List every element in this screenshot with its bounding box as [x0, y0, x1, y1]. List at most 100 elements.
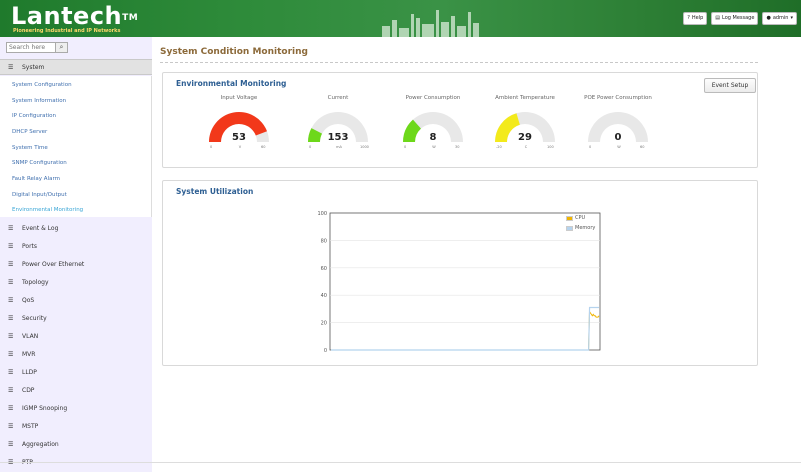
gauge-dial	[308, 112, 368, 142]
gauge-fill	[495, 113, 520, 142]
submenu-dhcp-server[interactable]: DHCP Server	[12, 129, 48, 135]
y-tick-label: 80	[321, 238, 327, 244]
submenu-ip-configuration[interactable]: IP Configuration	[12, 113, 56, 119]
gauge-track	[588, 112, 648, 142]
list-icon: ☰	[8, 441, 14, 448]
gauge-input-voltage: Input Voltage 53 0 V 60	[199, 93, 279, 155]
list-icon: ☰	[8, 387, 14, 394]
y-tick-label: 40	[321, 293, 327, 299]
y-tick-label: 20	[321, 321, 327, 327]
gauge-current: Current 153 0 mA 1000	[298, 93, 378, 155]
submenu-system-configuration[interactable]: System Configuration	[12, 82, 72, 88]
page-title: System Condition Monitoring	[160, 47, 308, 57]
sidebar-item-mstp[interactable]: ☰ MSTP	[8, 423, 38, 430]
legend-item-cpu: CPU	[566, 215, 595, 221]
y-tick-label: 60	[321, 266, 327, 272]
gauge-min: 0	[309, 145, 312, 149]
gauge-min: 0	[404, 145, 407, 149]
gauge-unit: C	[524, 145, 528, 149]
legend-label-cpu: CPU	[575, 215, 586, 221]
legend-swatch-memory	[566, 225, 573, 231]
sidebar-item-label: VLAN	[22, 333, 39, 340]
sidebar-item-qos[interactable]: ☰ QoS	[8, 297, 34, 304]
gauge-max: 1000	[360, 145, 369, 149]
gauge-unit: V	[238, 145, 242, 149]
legend-label-memory: Memory	[575, 225, 596, 231]
list-icon: ☰	[8, 63, 14, 71]
footer-divider	[0, 462, 801, 463]
sidebar-item-security[interactable]: ☰ Security	[8, 315, 47, 322]
brand-name: Lantech	[11, 2, 123, 30]
submenu-environmental-monitoring[interactable]: Environmental Monitoring	[12, 207, 84, 213]
gauge-label: Power Consumption	[405, 95, 461, 101]
sidebar-item-label: Power Over Ethernet	[22, 261, 85, 268]
log-message-label: Log Message	[722, 15, 755, 21]
user-menu-button[interactable]: ● admin ▾	[762, 12, 797, 25]
factory-skyline-image	[382, 10, 479, 37]
sidebar-item-topology[interactable]: ☰ Topology	[8, 279, 49, 286]
gauge-value: 153	[327, 132, 349, 143]
submenu-fault-relay-alarm[interactable]: Fault Relay Alarm	[12, 176, 60, 182]
list-icon: ☰	[8, 315, 14, 322]
submenu-digital-input-output[interactable]: Digital Input/Output	[12, 192, 67, 198]
sidebar-item-label: MSTP	[22, 423, 39, 430]
list-icon: ☰	[8, 351, 14, 358]
gauge-label: Ambient Temperature	[495, 95, 555, 101]
sidebar-item-label: Event & Log	[22, 225, 59, 232]
sidebar-item-igmp-snooping[interactable]: ☰ IGMP Snooping	[8, 405, 67, 412]
gauge-unit: W	[432, 145, 436, 149]
submenu-system-time[interactable]: System Time	[12, 145, 48, 151]
gauge-value: 8	[429, 132, 437, 143]
list-icon: ☰	[8, 333, 14, 340]
log-message-button[interactable]: ▤ Log Message	[711, 12, 759, 25]
help-icon: ?	[687, 15, 690, 21]
sidebar-item-lldp[interactable]: ☰ LLDP	[8, 369, 37, 376]
help-button[interactable]: ? Help	[683, 12, 708, 25]
utilization-chart: 100 80 60 40 20 0	[168, 208, 608, 358]
chevron-down-icon: ▾	[790, 15, 793, 21]
y-tick-label: 100	[317, 211, 327, 217]
gauge-value: 53	[232, 132, 246, 143]
gauge-min: 0	[210, 145, 213, 149]
list-icon: ☰	[8, 279, 14, 286]
trademark: TM	[122, 13, 139, 23]
gauge-fill	[403, 119, 421, 142]
list-icon: ☰	[8, 423, 14, 430]
sidebar-item-label: System	[22, 63, 45, 71]
submenu-snmp-configuration[interactable]: SNMP Configuration	[12, 160, 67, 166]
gauge-max: 100	[547, 145, 554, 149]
gauge-min: -20	[496, 145, 502, 149]
gauge-dial	[209, 112, 269, 142]
sidebar-item-vlan[interactable]: ☰ VLAN	[8, 333, 38, 340]
sidebar: ⌕ ☰ System System Configuration System In…	[0, 37, 152, 472]
search-input[interactable]	[6, 42, 56, 53]
panel-title: System Utilization	[176, 187, 254, 196]
search-box: ⌕	[6, 42, 68, 53]
event-setup-button[interactable]: Event Setup	[704, 78, 756, 93]
list-icon: ☰	[8, 405, 14, 412]
sidebar-item-label: Aggregation	[22, 441, 59, 448]
sidebar-item-event-log[interactable]: ☰ Event & Log	[8, 225, 58, 232]
gauge-min: 0	[589, 145, 592, 149]
search-button[interactable]: ⌕	[56, 42, 68, 53]
sidebar-item-poe[interactable]: ☰ Power Over Ethernet	[8, 261, 84, 268]
panel-title: Environmental Monitoring	[176, 79, 287, 88]
sidebar-item-label: QoS	[22, 297, 35, 304]
gauge-unit: W	[617, 145, 621, 149]
gauge-max: 60	[640, 145, 645, 149]
user-label: admin	[772, 15, 789, 21]
sidebar-item-aggregation[interactable]: ☰ Aggregation	[8, 441, 59, 448]
brand-logo[interactable]: LantechTM	[11, 3, 138, 29]
gauge-label: Input Voltage	[220, 95, 258, 101]
submenu-system-information[interactable]: System Information	[12, 98, 67, 104]
gauge-fill	[209, 112, 267, 142]
title-divider	[160, 62, 758, 63]
sidebar-item-cdp[interactable]: ☰ CDP	[8, 387, 34, 394]
sidebar-item-system[interactable]: ☰ System	[0, 59, 152, 75]
gauge-track	[403, 112, 463, 142]
log-icon: ▤	[715, 15, 720, 21]
brand-tagline: Pioneering Industrial and IP Networks	[13, 28, 121, 34]
sidebar-item-mvr[interactable]: ☰ MVR	[8, 351, 35, 358]
sidebar-item-ports[interactable]: ☰ Ports	[8, 243, 37, 250]
